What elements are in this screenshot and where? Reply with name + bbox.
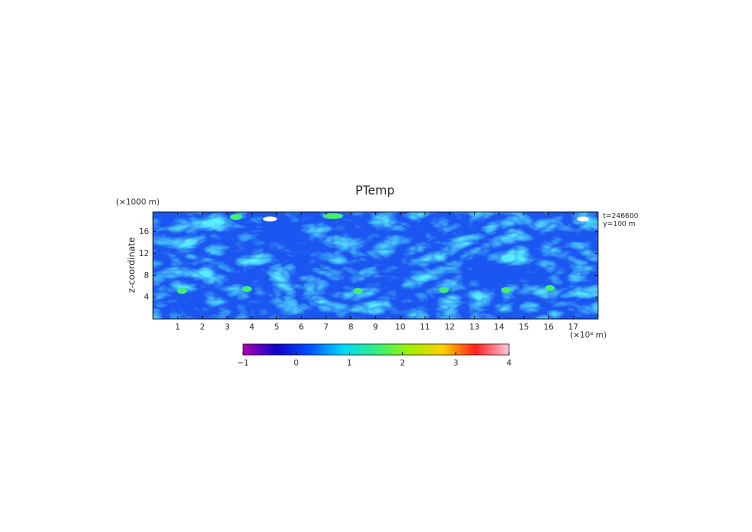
field-peaks [263,216,589,222]
colorbar-tick-label: 3 [453,359,458,368]
x-tick-label: 11 [420,323,430,332]
x-tick-label: 3 [225,323,230,332]
x-tick-label: 15 [519,323,529,332]
x-tick-label: 5 [274,323,279,332]
x-tick-label: 17 [568,323,578,332]
x-tick-label: 6 [299,323,304,332]
colorbar [242,343,510,356]
y-tick-label: 4 [144,293,149,302]
field [153,212,598,319]
y-unit: (×1000 m) [116,198,160,207]
y-tick-label: 12 [139,249,149,258]
x-tick-label: 2 [200,323,205,332]
colorbar-tick-label: 1 [347,359,352,368]
chart-title: PTemp [355,184,394,198]
x-tick-label: 16 [543,323,553,332]
colorbar-tick-label: 2 [400,359,405,368]
field-highlights [177,213,555,294]
field-pattern [153,212,598,319]
x-unit: (×10⁴ m) [570,331,607,340]
x-tick-label: 1 [175,323,180,332]
x-tick-label: 8 [348,323,353,332]
y-axis-label: z-coordinate [128,237,138,293]
x-tick-label: 12 [445,323,455,332]
colorbar-tick-label: 4 [506,359,511,368]
y-tick-label: 8 [144,271,149,280]
x-tick-label: 7 [324,323,329,332]
x-tick-label: 14 [494,323,504,332]
annotation: y=100 m [603,220,636,228]
x-tick-label: 13 [469,323,479,332]
colorbar-tick-label: 0 [294,359,299,368]
x-tick-label: 9 [373,323,378,332]
y-tick-label: 16 [139,227,149,236]
annotation: t=246600 [603,212,638,220]
x-tick-label: 4 [249,323,254,332]
x-tick-label: 10 [395,323,405,332]
colorbar-tick-label: −1 [237,359,249,368]
